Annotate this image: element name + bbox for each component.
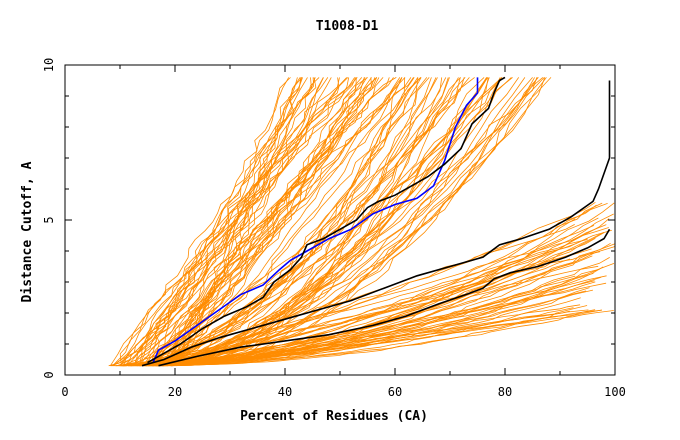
background-series-line bbox=[160, 310, 614, 367]
background-series-line bbox=[172, 77, 302, 366]
background-series-line bbox=[134, 77, 291, 366]
background-series-line bbox=[123, 239, 588, 367]
background-series-line bbox=[162, 257, 610, 367]
background-series-line bbox=[129, 77, 546, 367]
y-tick-label: 5 bbox=[42, 216, 56, 223]
highlight-series-group bbox=[141, 76, 611, 367]
background-series-line bbox=[152, 229, 612, 367]
tick-labels: 0 20 40 60 80 100 0 5 10 bbox=[42, 58, 626, 399]
background-series-line bbox=[119, 77, 303, 366]
highlight-series-line-1 bbox=[152, 77, 479, 363]
highlight-series-line-2 bbox=[147, 76, 506, 364]
background-series-line bbox=[177, 77, 312, 366]
background-series-line bbox=[158, 77, 401, 366]
highlight-series-line-3 bbox=[141, 80, 611, 367]
background-series-line bbox=[146, 77, 317, 366]
x-tick-label: 40 bbox=[278, 385, 292, 399]
background-series-line bbox=[164, 77, 302, 367]
x-tick-label: 80 bbox=[498, 385, 512, 399]
background-series-line bbox=[164, 77, 403, 367]
background-series-line bbox=[143, 77, 535, 367]
background-series-line bbox=[117, 77, 329, 367]
background-series-line bbox=[141, 77, 324, 367]
axes bbox=[64, 64, 616, 376]
background-series-line bbox=[126, 77, 461, 367]
x-tick-label: 60 bbox=[388, 385, 402, 399]
background-series-line bbox=[175, 77, 488, 367]
background-series-line bbox=[148, 297, 581, 367]
background-series-line bbox=[152, 77, 512, 367]
background-series-line bbox=[110, 77, 358, 366]
background-series-line bbox=[124, 77, 350, 366]
y-tick-label: 10 bbox=[42, 58, 56, 72]
highlight-series-line-4 bbox=[158, 228, 611, 367]
background-series-group bbox=[108, 77, 616, 367]
background-series-line bbox=[148, 77, 380, 366]
x-tick-label: 100 bbox=[604, 385, 626, 399]
background-series-line bbox=[128, 77, 403, 367]
y-tick-label: 0 bbox=[42, 371, 56, 378]
background-series-line bbox=[158, 263, 615, 367]
background-series-line bbox=[143, 251, 600, 367]
background-series-line bbox=[167, 77, 384, 367]
background-series-line bbox=[139, 309, 589, 367]
x-axis-label: Percent of Residues (CA) bbox=[240, 409, 428, 424]
background-series-line bbox=[146, 77, 368, 366]
background-series-line bbox=[127, 77, 340, 366]
background-series-line bbox=[138, 77, 315, 366]
x-tick-label: 0 bbox=[61, 385, 68, 399]
background-series-line bbox=[134, 77, 414, 366]
background-series-line bbox=[144, 77, 475, 367]
background-series-line bbox=[121, 77, 356, 367]
background-series-line bbox=[129, 77, 290, 367]
x-tick-label: 20 bbox=[168, 385, 182, 399]
y-axis-label: Distance Cutoff, A bbox=[20, 161, 35, 302]
background-series-line bbox=[120, 77, 488, 367]
background-series-line bbox=[113, 77, 368, 367]
chart-title: T1008-D1 bbox=[316, 19, 379, 34]
background-series-line bbox=[170, 77, 520, 367]
